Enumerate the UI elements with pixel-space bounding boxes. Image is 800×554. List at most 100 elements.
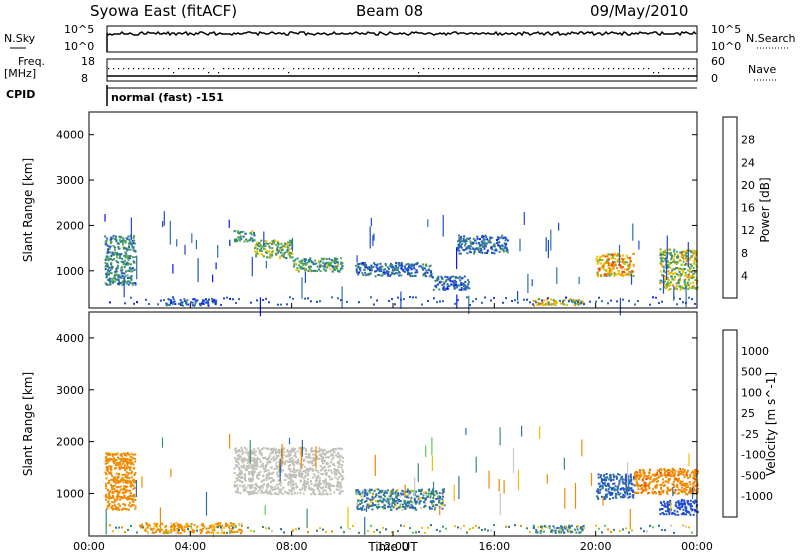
data-cell <box>318 477 321 480</box>
data-cell <box>681 271 684 274</box>
data-cell <box>196 525 199 528</box>
data-cell <box>307 531 309 534</box>
data-cell <box>239 528 242 531</box>
data-cell <box>294 482 297 485</box>
data-cell <box>268 250 271 253</box>
data-cell <box>130 461 133 464</box>
data-cell <box>456 294 458 309</box>
data-cell <box>109 242 112 245</box>
beam-title: Beam 08 <box>356 2 423 20</box>
data-cell <box>275 464 278 467</box>
data-cell <box>638 240 640 250</box>
data-cell <box>617 491 619 494</box>
data-cell <box>108 245 111 248</box>
data-cell <box>128 481 131 484</box>
data-cell <box>278 491 281 493</box>
data-cell <box>678 259 681 262</box>
data-cell <box>469 528 471 530</box>
data-cell <box>312 473 315 476</box>
data-cell <box>318 447 321 450</box>
data-cell <box>109 490 111 493</box>
data-cell <box>535 301 537 304</box>
data-cell <box>659 501 662 504</box>
data-cell <box>666 281 669 284</box>
data-cell <box>332 268 335 270</box>
data-cell <box>322 258 324 261</box>
data-cell <box>619 266 622 269</box>
data-cell <box>660 487 663 490</box>
data-cell <box>389 506 392 509</box>
data-cell <box>406 491 409 493</box>
data-cell <box>245 486 248 489</box>
data-cell <box>617 270 620 273</box>
data-cell <box>250 231 252 234</box>
data-cell <box>199 532 202 535</box>
data-cell <box>659 288 662 291</box>
data-cell <box>693 502 696 505</box>
data-cell <box>114 246 116 249</box>
data-cell <box>228 527 231 530</box>
data-cell <box>228 524 231 527</box>
data-cell <box>490 246 493 249</box>
data-cell <box>493 243 496 246</box>
data-cell <box>369 272 372 275</box>
data-cell <box>658 493 661 496</box>
data-cell <box>378 491 381 494</box>
data-cell <box>550 530 552 533</box>
data-cell <box>409 266 412 269</box>
data-cell <box>359 269 362 272</box>
data-cell <box>340 263 343 265</box>
data-cell <box>619 298 621 316</box>
power-colorbar-tick: 12 <box>741 224 755 237</box>
data-cell <box>470 245 473 248</box>
data-cell <box>373 233 375 241</box>
data-cell <box>164 525 167 528</box>
data-cell <box>691 276 694 279</box>
data-cell <box>234 447 237 450</box>
data-cell <box>232 524 235 527</box>
data-cell <box>679 285 682 288</box>
nave-label: Nave <box>748 63 776 76</box>
data-cell <box>305 263 307 266</box>
data-cell <box>265 447 268 450</box>
data-cell <box>383 504 386 507</box>
data-cell <box>685 255 688 257</box>
data-cell <box>339 485 342 488</box>
data-cell <box>603 482 606 485</box>
data-cell <box>666 486 669 489</box>
data-cell <box>595 300 597 303</box>
data-cell <box>261 464 263 467</box>
data-cell <box>688 476 691 479</box>
data-cell <box>459 284 461 287</box>
data-cell <box>314 480 317 483</box>
nave-point <box>508 68 510 70</box>
data-cell <box>614 485 617 488</box>
data-cell <box>287 492 290 495</box>
data-cell <box>679 275 682 277</box>
data-cell <box>539 426 541 439</box>
data-cell <box>364 271 367 274</box>
data-cell <box>130 524 132 527</box>
data-cell <box>492 245 495 248</box>
data-cell <box>692 285 695 288</box>
data-cell <box>318 493 320 496</box>
nave-point <box>648 68 650 70</box>
data-cell <box>689 513 692 516</box>
data-cell <box>610 530 612 533</box>
data-cell <box>331 471 334 474</box>
data-cell <box>325 492 328 495</box>
data-cell <box>124 469 127 472</box>
data-cell <box>127 235 130 238</box>
data-cell <box>239 235 242 238</box>
data-cell <box>684 281 687 284</box>
data-cell <box>472 237 475 240</box>
data-cell <box>559 299 561 302</box>
data-cell <box>538 302 541 305</box>
data-cell <box>265 297 267 300</box>
data-cell <box>605 261 608 264</box>
data-cell <box>610 491 613 494</box>
data-cell <box>604 524 606 527</box>
data-cell <box>307 484 310 487</box>
data-cell <box>331 458 334 461</box>
